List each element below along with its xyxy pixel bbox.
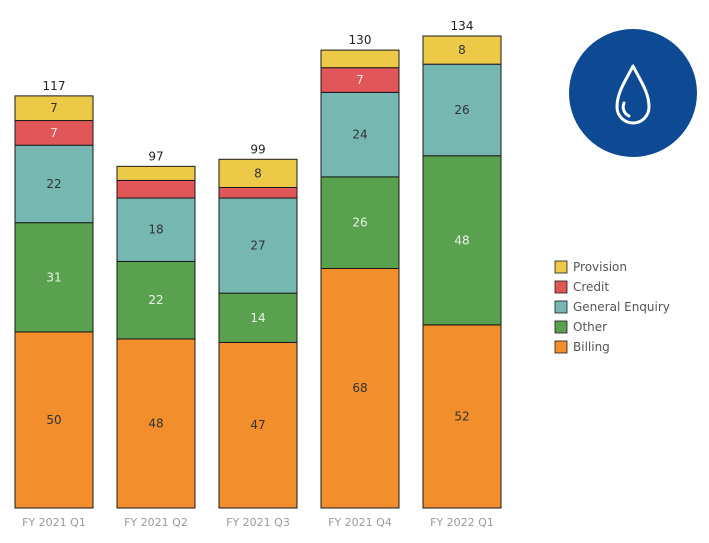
segment-label: 50 (46, 413, 61, 427)
legend-label: Credit (573, 280, 609, 294)
water-drop-highlight (621, 101, 631, 118)
total-label: 117 (43, 79, 66, 93)
x-tick-label: FY 2022 Q1 (430, 516, 494, 529)
bar-segment-billing-4 (422, 324, 502, 509)
bar-segment-other-0 (14, 222, 94, 333)
segment-label: 7 (356, 73, 364, 87)
x-tick-label: FY 2021 Q2 (124, 516, 188, 529)
segment-label: 26 (454, 103, 469, 117)
legend-label: Provision (573, 260, 627, 274)
total-labels: 117 97 99 130 134 (43, 19, 474, 163)
water-drop-logo (569, 29, 697, 157)
bar-segment-credit-3 (320, 67, 400, 93)
logo-circle (569, 29, 697, 157)
bar-segment-general-enquiry-4 (422, 63, 502, 157)
bar-segment-billing-1 (116, 338, 196, 509)
total-label: 99 (250, 142, 265, 156)
bar-segment-provision-1 (116, 165, 196, 181)
bar-segment-other-4 (422, 155, 502, 326)
segment-label: 8 (458, 43, 466, 57)
bar-segment-provision-0 (14, 95, 94, 122)
bar-segment-general-enquiry-1 (116, 197, 196, 262)
segment-label: 24 (352, 128, 367, 142)
segment-label: 26 (352, 216, 367, 230)
segment-label: 47 (250, 418, 265, 432)
legend-swatch-other (554, 320, 568, 334)
segment-label: 7 (50, 101, 58, 115)
segment-label: 31 (46, 270, 61, 284)
bar-segment-general-enquiry-3 (320, 91, 400, 178)
bar-segment-billing-3 (320, 267, 400, 509)
total-label: 130 (349, 33, 372, 47)
bar-segment-provision-4 (422, 35, 502, 65)
segment-label: 22 (148, 293, 163, 307)
bar-segment-provision-3 (320, 49, 400, 69)
legend: Provision Credit General Enquiry Other Billi… (554, 260, 670, 354)
segment-label: 48 (148, 416, 163, 430)
segment-label: 22 (46, 177, 61, 191)
legend-label: Other (573, 320, 607, 334)
bar-segment-credit-1 (116, 179, 196, 199)
segment-label: 18 (148, 223, 163, 237)
bar-segment-billing-2 (218, 341, 298, 509)
segment-label: 14 (250, 311, 265, 325)
bars: 50 31 22 7 7 48 22 18 47 14 27 8 68 26 24 7 52 48 26 8 (14, 35, 502, 509)
segment-label: 27 (250, 239, 265, 253)
legend-label: Billing (573, 340, 610, 354)
legend-label: General Enquiry (573, 300, 670, 314)
legend-swatch-provision (554, 260, 568, 274)
x-tick-label: FY 2021 Q1 (22, 516, 86, 529)
water-drop-icon (615, 64, 651, 125)
segment-label: 48 (454, 233, 469, 247)
segment-label: 8 (254, 166, 262, 180)
bar-segment-other-1 (116, 260, 196, 340)
segment-label: 68 (352, 381, 367, 395)
legend-swatch-credit (554, 280, 568, 294)
bar-segment-provision-2 (218, 158, 298, 188)
total-label: 97 (148, 149, 163, 163)
legend-swatch-billing (554, 340, 568, 354)
bar-segment-credit-0 (14, 120, 94, 146)
segment-label: 52 (454, 409, 469, 423)
x-tick-label: FY 2021 Q4 (328, 516, 392, 529)
bar-segment-other-2 (218, 292, 298, 343)
bar-segment-credit-2 (218, 186, 298, 199)
x-tick-label: FY 2021 Q3 (226, 516, 290, 529)
bar-segment-billing-0 (14, 331, 94, 509)
x-axis-labels: FY 2021 Q1 FY 2021 Q2 FY 2021 Q3 FY 2021 Q4… (22, 516, 494, 529)
bar-segment-general-enquiry-2 (218, 197, 298, 294)
segment-label: 7 (50, 126, 58, 140)
legend-swatch-general-enquiry (554, 300, 568, 314)
total-label: 134 (451, 19, 474, 33)
